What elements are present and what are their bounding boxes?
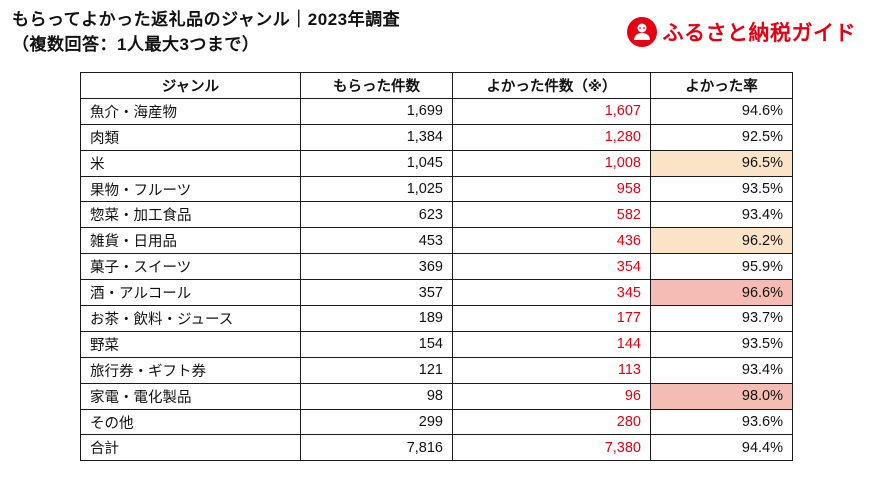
table-row: 魚介・海産物 1,699 1,607 94.6% xyxy=(80,97,793,125)
genre-cell: その他 xyxy=(80,408,301,436)
good-cell: 345 xyxy=(452,279,651,307)
rate-cell: 96.5% xyxy=(650,149,793,177)
received-cell: 453 xyxy=(300,227,453,255)
genre-cell: 雑貨・日用品 xyxy=(80,227,301,255)
genre-cell: 米 xyxy=(80,149,301,177)
received-cell: 1,384 xyxy=(300,123,453,151)
received-cell: 1,045 xyxy=(300,149,453,177)
table-row: 酒・アルコール 357 345 96.6% xyxy=(80,279,793,307)
brand-logo-icon xyxy=(626,16,658,48)
col-header-genre: ジャンル xyxy=(80,72,301,99)
page-title: もらってよかった返礼品のジャンル｜2023年調査 （複数回答：1人最大3つまで） xyxy=(12,8,400,57)
genre-cell: 惣菜・加工食品 xyxy=(80,201,301,229)
table-row: 菓子・スイーツ 369 354 95.9% xyxy=(80,253,793,281)
rate-cell: 95.9% xyxy=(650,253,793,281)
received-cell: 299 xyxy=(300,408,453,436)
genre-cell: 家電・電化製品 xyxy=(80,382,301,410)
good-cell: 1,008 xyxy=(452,149,651,177)
col-header-rate: よかった率 xyxy=(650,72,793,99)
rate-cell: 93.6% xyxy=(650,408,793,436)
table-row: その他 299 280 93.6% xyxy=(80,408,793,436)
good-cell: 1,607 xyxy=(452,97,651,125)
rate-cell: 96.2% xyxy=(650,227,793,255)
genre-table: ジャンル もらった件数 よかった件数（※） よかった率 魚介・海産物 1,699… xyxy=(80,72,793,462)
rate-cell: 94.4% xyxy=(650,434,793,462)
good-cell: 96 xyxy=(452,382,651,410)
title-line-2: （複数回答：1人最大3つまで） xyxy=(12,34,260,54)
table-row: 家電・電化製品 98 96 98.0% xyxy=(80,382,793,410)
good-cell: 7,380 xyxy=(452,434,651,462)
genre-cell: 酒・アルコール xyxy=(80,279,301,307)
table-row: 果物・フルーツ 1,025 958 93.5% xyxy=(80,175,793,203)
received-cell: 189 xyxy=(300,305,453,332)
table-row: 雑貨・日用品 453 436 96.2% xyxy=(80,227,793,255)
good-cell: 582 xyxy=(452,201,651,229)
good-cell: 144 xyxy=(452,330,651,358)
table-row: 米 1,045 1,008 96.5% xyxy=(80,149,793,177)
table-row: 肉類 1,384 1,280 92.5% xyxy=(80,123,793,151)
rate-cell: 93.4% xyxy=(650,356,793,384)
table-row: 野菜 154 144 93.5% xyxy=(80,330,793,358)
received-cell: 623 xyxy=(300,201,453,229)
genre-cell: 旅行券・ギフト券 xyxy=(80,356,301,384)
good-cell: 958 xyxy=(452,175,651,203)
rate-cell: 93.7% xyxy=(650,305,793,332)
rate-cell: 92.5% xyxy=(650,123,793,151)
genre-cell: 菓子・スイーツ xyxy=(80,253,301,281)
brand-logo-text: ふるさと納税ガイド xyxy=(662,22,856,45)
table-row: 旅行券・ギフト券 121 113 93.4% xyxy=(80,356,793,384)
good-cell: 177 xyxy=(452,305,651,332)
table-header-row: ジャンル もらった件数 よかった件数（※） よかった率 xyxy=(80,72,793,99)
rate-cell: 96.6% xyxy=(650,279,793,307)
table-row: お茶・飲料・ジュース 189 177 93.7% xyxy=(80,305,793,332)
genre-cell: お茶・飲料・ジュース xyxy=(80,305,301,332)
brand-logo: ふるさと納税ガイド xyxy=(626,16,857,48)
genre-cell: 合計 xyxy=(80,434,301,462)
received-cell: 357 xyxy=(300,279,453,307)
genre-cell: 野菜 xyxy=(80,330,301,358)
received-cell: 7,816 xyxy=(300,434,453,462)
good-cell: 113 xyxy=(452,356,651,384)
received-cell: 98 xyxy=(300,382,453,410)
genre-cell: 魚介・海産物 xyxy=(80,97,301,125)
table-row: 惣菜・加工食品 623 582 93.4% xyxy=(80,201,793,229)
rate-cell: 93.5% xyxy=(650,330,793,358)
good-cell: 354 xyxy=(452,253,651,281)
received-cell: 154 xyxy=(300,330,453,358)
title-line-1: もらってよかった返礼品のジャンル｜2023年調査 xyxy=(12,10,401,29)
genre-cell: 肉類 xyxy=(80,123,301,151)
table-body: 魚介・海産物 1,699 1,607 94.6% 肉類 1,384 1,280 … xyxy=(80,97,793,462)
rate-cell: 93.4% xyxy=(650,201,793,229)
rate-cell: 94.6% xyxy=(650,97,793,125)
received-cell: 121 xyxy=(300,356,453,384)
good-cell: 436 xyxy=(452,227,651,255)
genre-cell: 果物・フルーツ xyxy=(80,175,301,203)
good-cell: 1,280 xyxy=(452,123,651,151)
received-cell: 1,025 xyxy=(300,175,453,203)
received-cell: 1,699 xyxy=(300,97,453,125)
rate-cell: 93.5% xyxy=(650,175,793,203)
good-cell: 280 xyxy=(452,408,651,436)
rate-cell: 98.0% xyxy=(650,382,793,410)
col-header-good: よかった件数（※） xyxy=(452,72,651,99)
table-total-row: 合計 7,816 7,380 94.4% xyxy=(80,434,793,462)
received-cell: 369 xyxy=(300,253,453,281)
col-header-received: もらった件数 xyxy=(300,72,453,99)
